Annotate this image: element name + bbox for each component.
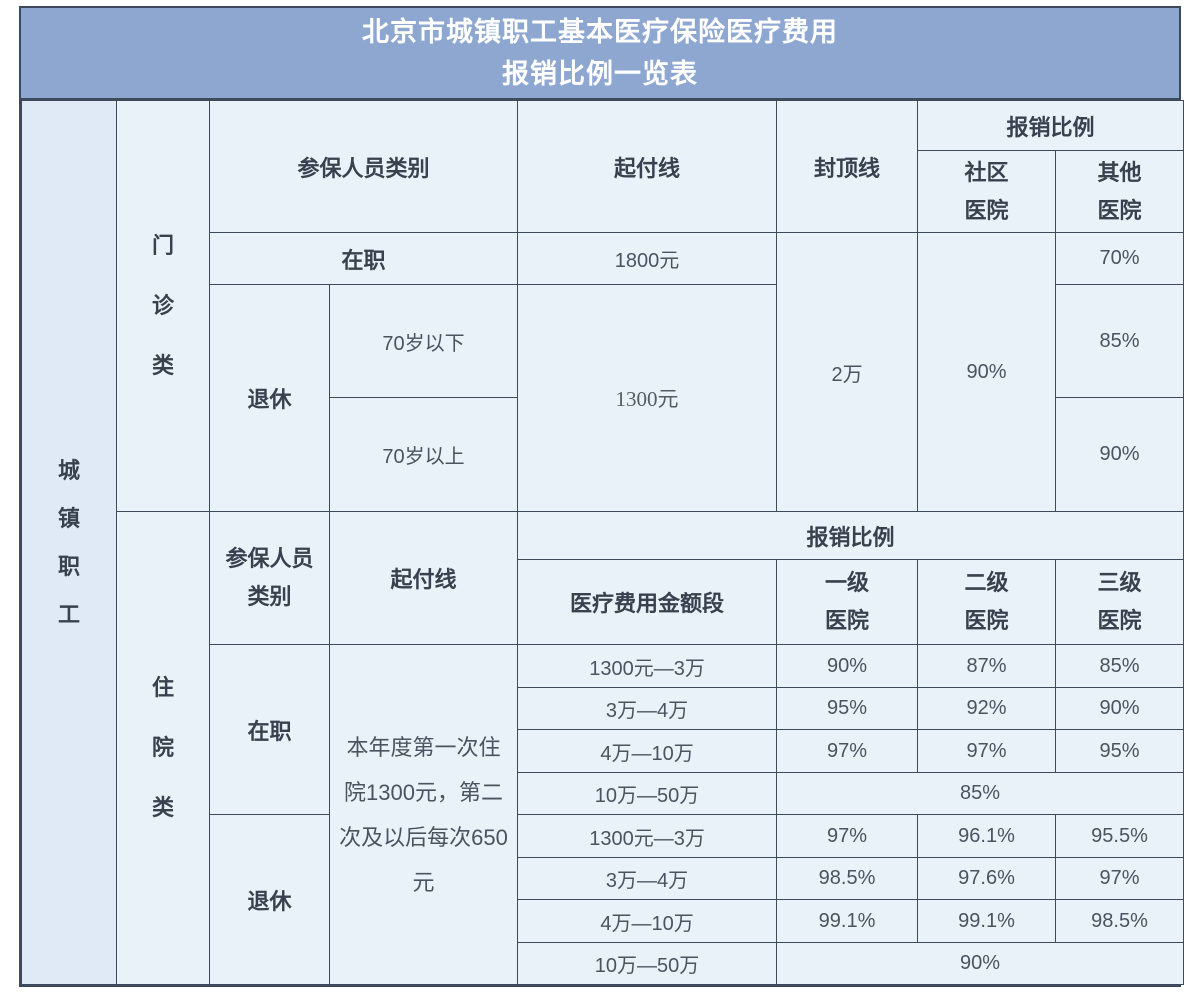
outpatient-header-row-1: 城镇职工 门诊类 参保人员类别 起付线 封顶线 报销比例 (21, 100, 1185, 985)
rate-cell: 90% (1055, 687, 1185, 730)
outpatient-community-rate: 90% (917, 232, 1057, 512)
inpatient-section-cell: 住院类 (116, 511, 210, 985)
inpatient-header-row-1: 住院类 参保人员类别 起付线 报销比例 (22, 511, 1185, 985)
segment-cell: 10万—50万 (517, 942, 778, 985)
segment-cell: 1300元—3万 (517, 814, 778, 858)
inpatient-header-tier1-text: 一级医院 (825, 570, 870, 633)
inpatient-header-category: 参保人员类别 (209, 511, 330, 645)
rate-cell: 97% (776, 814, 919, 858)
rate-cell: 97.6% (917, 857, 1057, 900)
outpatient-active-label: 在职 (208, 232, 519, 285)
scheme-label: 城镇职工 (57, 457, 80, 627)
outpatient-header-row-2: 社区医院 其他医院 (22, 150, 1185, 233)
rate-cell: 92% (917, 687, 1057, 730)
inpatient-retired-label: 退休 (209, 814, 330, 985)
outpatient-active-row: 在职 1800元 2万 90% 70% (22, 232, 1185, 512)
inpatient-header-tier1: 一级医院 (776, 559, 919, 645)
inpatient-active-row-4: 10万—50万 85% (22, 772, 1185, 815)
inpatient-active-row-1: 在职 本年度第一次住院1300元，第二次及以后每次650元 1300元—3万 9… (22, 644, 1185, 985)
outpatient-header-other: 其他医院 (1055, 150, 1185, 233)
rate-cell: 95% (1055, 729, 1185, 773)
inpatient-retired-row-4: 10万—50万 90% (22, 942, 1185, 985)
insurance-reimbursement-sheet: 北京市城镇职工基本医疗保险医疗费用 报销比例一览表 城镇职工 门诊类 参保人员类… (19, 6, 1185, 987)
table-title-line-1: 北京市城镇职工基本医疗保险医疗费用 (362, 17, 838, 47)
inpatient-deductible-note: 本年度第一次住院1300元，第二次及以后每次650元 (328, 644, 519, 985)
inpatient-header-segment: 医疗费用金额段 (517, 559, 778, 645)
outpatient-header-other-text: 其他医院 (1097, 159, 1142, 223)
merged-rate-cell: 85% (776, 772, 1185, 815)
outpatient-retired-under70-row: 退休 70岁以下 1300元 85% (22, 284, 1185, 512)
inpatient-header-deductible: 起付线 (328, 511, 519, 645)
inpatient-header-category-text: 参保人员类别 (225, 546, 314, 609)
outpatient-retired-over70-row: 70岁以上 90% (22, 397, 1185, 512)
inpatient-active-label: 在职 (209, 644, 330, 815)
rate-cell: 90% (776, 644, 919, 688)
inpatient-retired-row-2: 3万—4万 98.5% 97.6% 97% (22, 857, 1185, 900)
outpatient-section-cell: 门诊类 (116, 100, 210, 512)
inpatient-header-tier3: 三级医院 (1055, 559, 1185, 645)
outpatient-retired-under70-label: 70岁以下 (328, 284, 519, 398)
segment-cell: 1300元—3万 (517, 644, 778, 688)
outpatient-retired-deductible: 1300元 (517, 284, 778, 512)
outpatient-header-category: 参保人员类别 (208, 100, 519, 233)
inpatient-active-row-2: 3万—4万 95% 92% 90% (22, 687, 1185, 730)
segment-cell: 3万—4万 (517, 687, 778, 730)
outpatient-retired-over70-other-rate: 90% (1055, 397, 1185, 512)
rate-cell: 99.1% (776, 899, 919, 943)
scheme-label-cell: 城镇职工 (21, 100, 117, 985)
rate-cell: 98.5% (1055, 899, 1185, 943)
segment-cell: 4万—10万 (517, 899, 778, 943)
inpatient-active-row-3: 4万—10万 97% 97% 95% (22, 729, 1185, 773)
segment-cell: 3万—4万 (517, 857, 778, 900)
rate-cell: 97% (917, 729, 1057, 773)
inpatient-header-tier3-text: 三级医院 (1097, 570, 1142, 633)
rate-cell: 96.1% (917, 814, 1057, 858)
outpatient-cap-value: 2万 (776, 232, 919, 512)
rate-cell: 99.1% (917, 899, 1057, 943)
insurance-table: 城镇职工 门诊类 参保人员类别 起付线 封顶线 报销比例 社区医院 其他医院 (21, 100, 1185, 985)
inpatient-header-tier2: 二级医院 (917, 559, 1057, 645)
rate-cell: 85% (1055, 644, 1185, 688)
rate-cell: 97% (1055, 857, 1185, 900)
outpatient-header-deductible: 起付线 (517, 100, 778, 233)
outpatient-retired-label: 退休 (209, 284, 330, 512)
outpatient-header-ratio-group: 报销比例 (917, 100, 1185, 151)
outpatient-retired-over70-label: 70岁以上 (328, 397, 519, 512)
inpatient-retired-row-3: 4万—10万 99.1% 99.1% 98.5% (22, 899, 1185, 943)
rate-cell: 97% (776, 729, 919, 773)
rate-cell: 87% (917, 644, 1057, 688)
table-frame: 北京市城镇职工基本医疗保险医疗费用 报销比例一览表 城镇职工 门诊类 参保人员类… (19, 6, 1185, 987)
merged-rate-cell: 90% (776, 942, 1185, 985)
outpatient-active-deductible: 1800元 (517, 232, 778, 285)
outpatient-header-cap: 封顶线 (776, 100, 919, 233)
table-title-line-2: 报销比例一览表 (502, 59, 698, 89)
outpatient-header-community-text: 社区医院 (964, 159, 1009, 223)
outpatient-header-community: 社区医院 (917, 150, 1057, 233)
inpatient-header-row-2: 医疗费用金额段 一级医院 二级医院 三级医院 (22, 559, 1185, 645)
outpatient-retired-under70-other-rate: 85% (1055, 284, 1185, 398)
rate-cell: 95.5% (1055, 814, 1185, 858)
outpatient-section-label: 门诊类 (151, 233, 174, 378)
inpatient-header-ratio-group: 报销比例 (517, 511, 1185, 560)
rate-cell: 98.5% (776, 857, 919, 900)
inpatient-section-label: 住院类 (151, 675, 174, 820)
segment-cell: 4万—10万 (517, 729, 778, 773)
rate-cell: 95% (776, 687, 919, 730)
segment-cell: 10万—50万 (517, 772, 778, 815)
outpatient-active-other-rate: 70% (1055, 232, 1185, 285)
inpatient-retired-row-1: 退休 1300元—3万 97% 96.1% 95.5% (22, 814, 1185, 985)
inpatient-header-tier2-text: 二级医院 (964, 570, 1009, 633)
table-title: 北京市城镇职工基本医疗保险医疗费用 报销比例一览表 (21, 8, 1179, 100)
